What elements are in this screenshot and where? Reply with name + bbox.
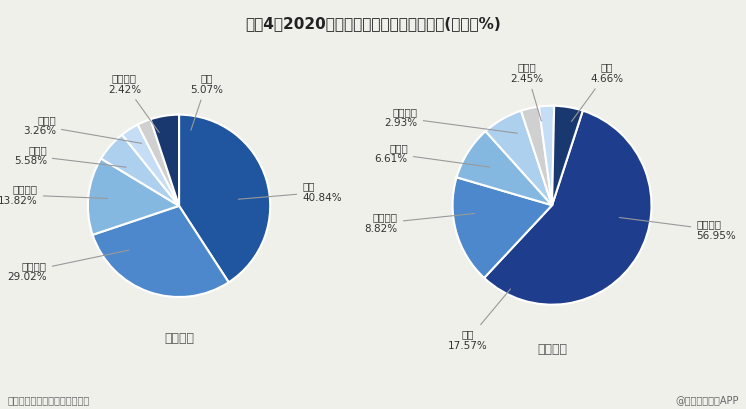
Wedge shape: [552, 106, 583, 205]
Text: 拼多多
3.26%: 拼多多 3.26%: [23, 115, 142, 144]
Text: 唯品会
2.45%: 唯品会 2.45%: [510, 62, 544, 121]
Wedge shape: [93, 206, 229, 297]
Text: 国美零售
2.93%: 国美零售 2.93%: [385, 107, 518, 133]
Text: 京东
40.84%: 京东 40.84%: [238, 181, 342, 203]
Text: 其他
5.07%: 其他 5.07%: [190, 73, 223, 130]
Wedge shape: [453, 178, 552, 278]
Wedge shape: [457, 131, 552, 205]
Text: @前瞻经济学人APP: @前瞻经济学人APP: [675, 395, 739, 405]
Text: 拼多多
6.61%: 拼多多 6.61%: [374, 143, 489, 167]
Wedge shape: [88, 159, 179, 235]
Wedge shape: [539, 106, 554, 205]
Text: 图表4：2020年中国零售电商行业市场份额(单位：%): 图表4：2020年中国零售电商行业市场份额(单位：%): [245, 16, 501, 31]
Text: 按照市值: 按照市值: [164, 332, 194, 344]
Text: 苏宁易购
13.82%: 苏宁易购 13.82%: [0, 184, 108, 206]
Text: 唯品会
5.58%: 唯品会 5.58%: [13, 145, 126, 167]
Text: 阿里巴巴
56.95%: 阿里巴巴 56.95%: [619, 218, 736, 241]
Wedge shape: [101, 135, 179, 206]
Text: 资料来源：前瞻产业研究院整理: 资料来源：前瞻产业研究院整理: [7, 395, 90, 405]
Wedge shape: [122, 125, 179, 206]
Text: 苏宁易购
8.82%: 苏宁易购 8.82%: [365, 212, 474, 234]
Text: 按照资产: 按照资产: [537, 343, 567, 356]
Text: 国美零售
2.42%: 国美零售 2.42%: [107, 73, 159, 133]
Wedge shape: [484, 110, 651, 305]
Wedge shape: [151, 115, 179, 206]
Wedge shape: [179, 115, 270, 282]
Text: 阿里巴巴
29.02%: 阿里巴巴 29.02%: [7, 250, 129, 282]
Text: 其他
4.66%: 其他 4.66%: [571, 62, 624, 121]
Wedge shape: [138, 119, 179, 206]
Text: 京东
17.57%: 京东 17.57%: [448, 289, 510, 351]
Wedge shape: [486, 111, 552, 205]
Wedge shape: [521, 107, 552, 205]
